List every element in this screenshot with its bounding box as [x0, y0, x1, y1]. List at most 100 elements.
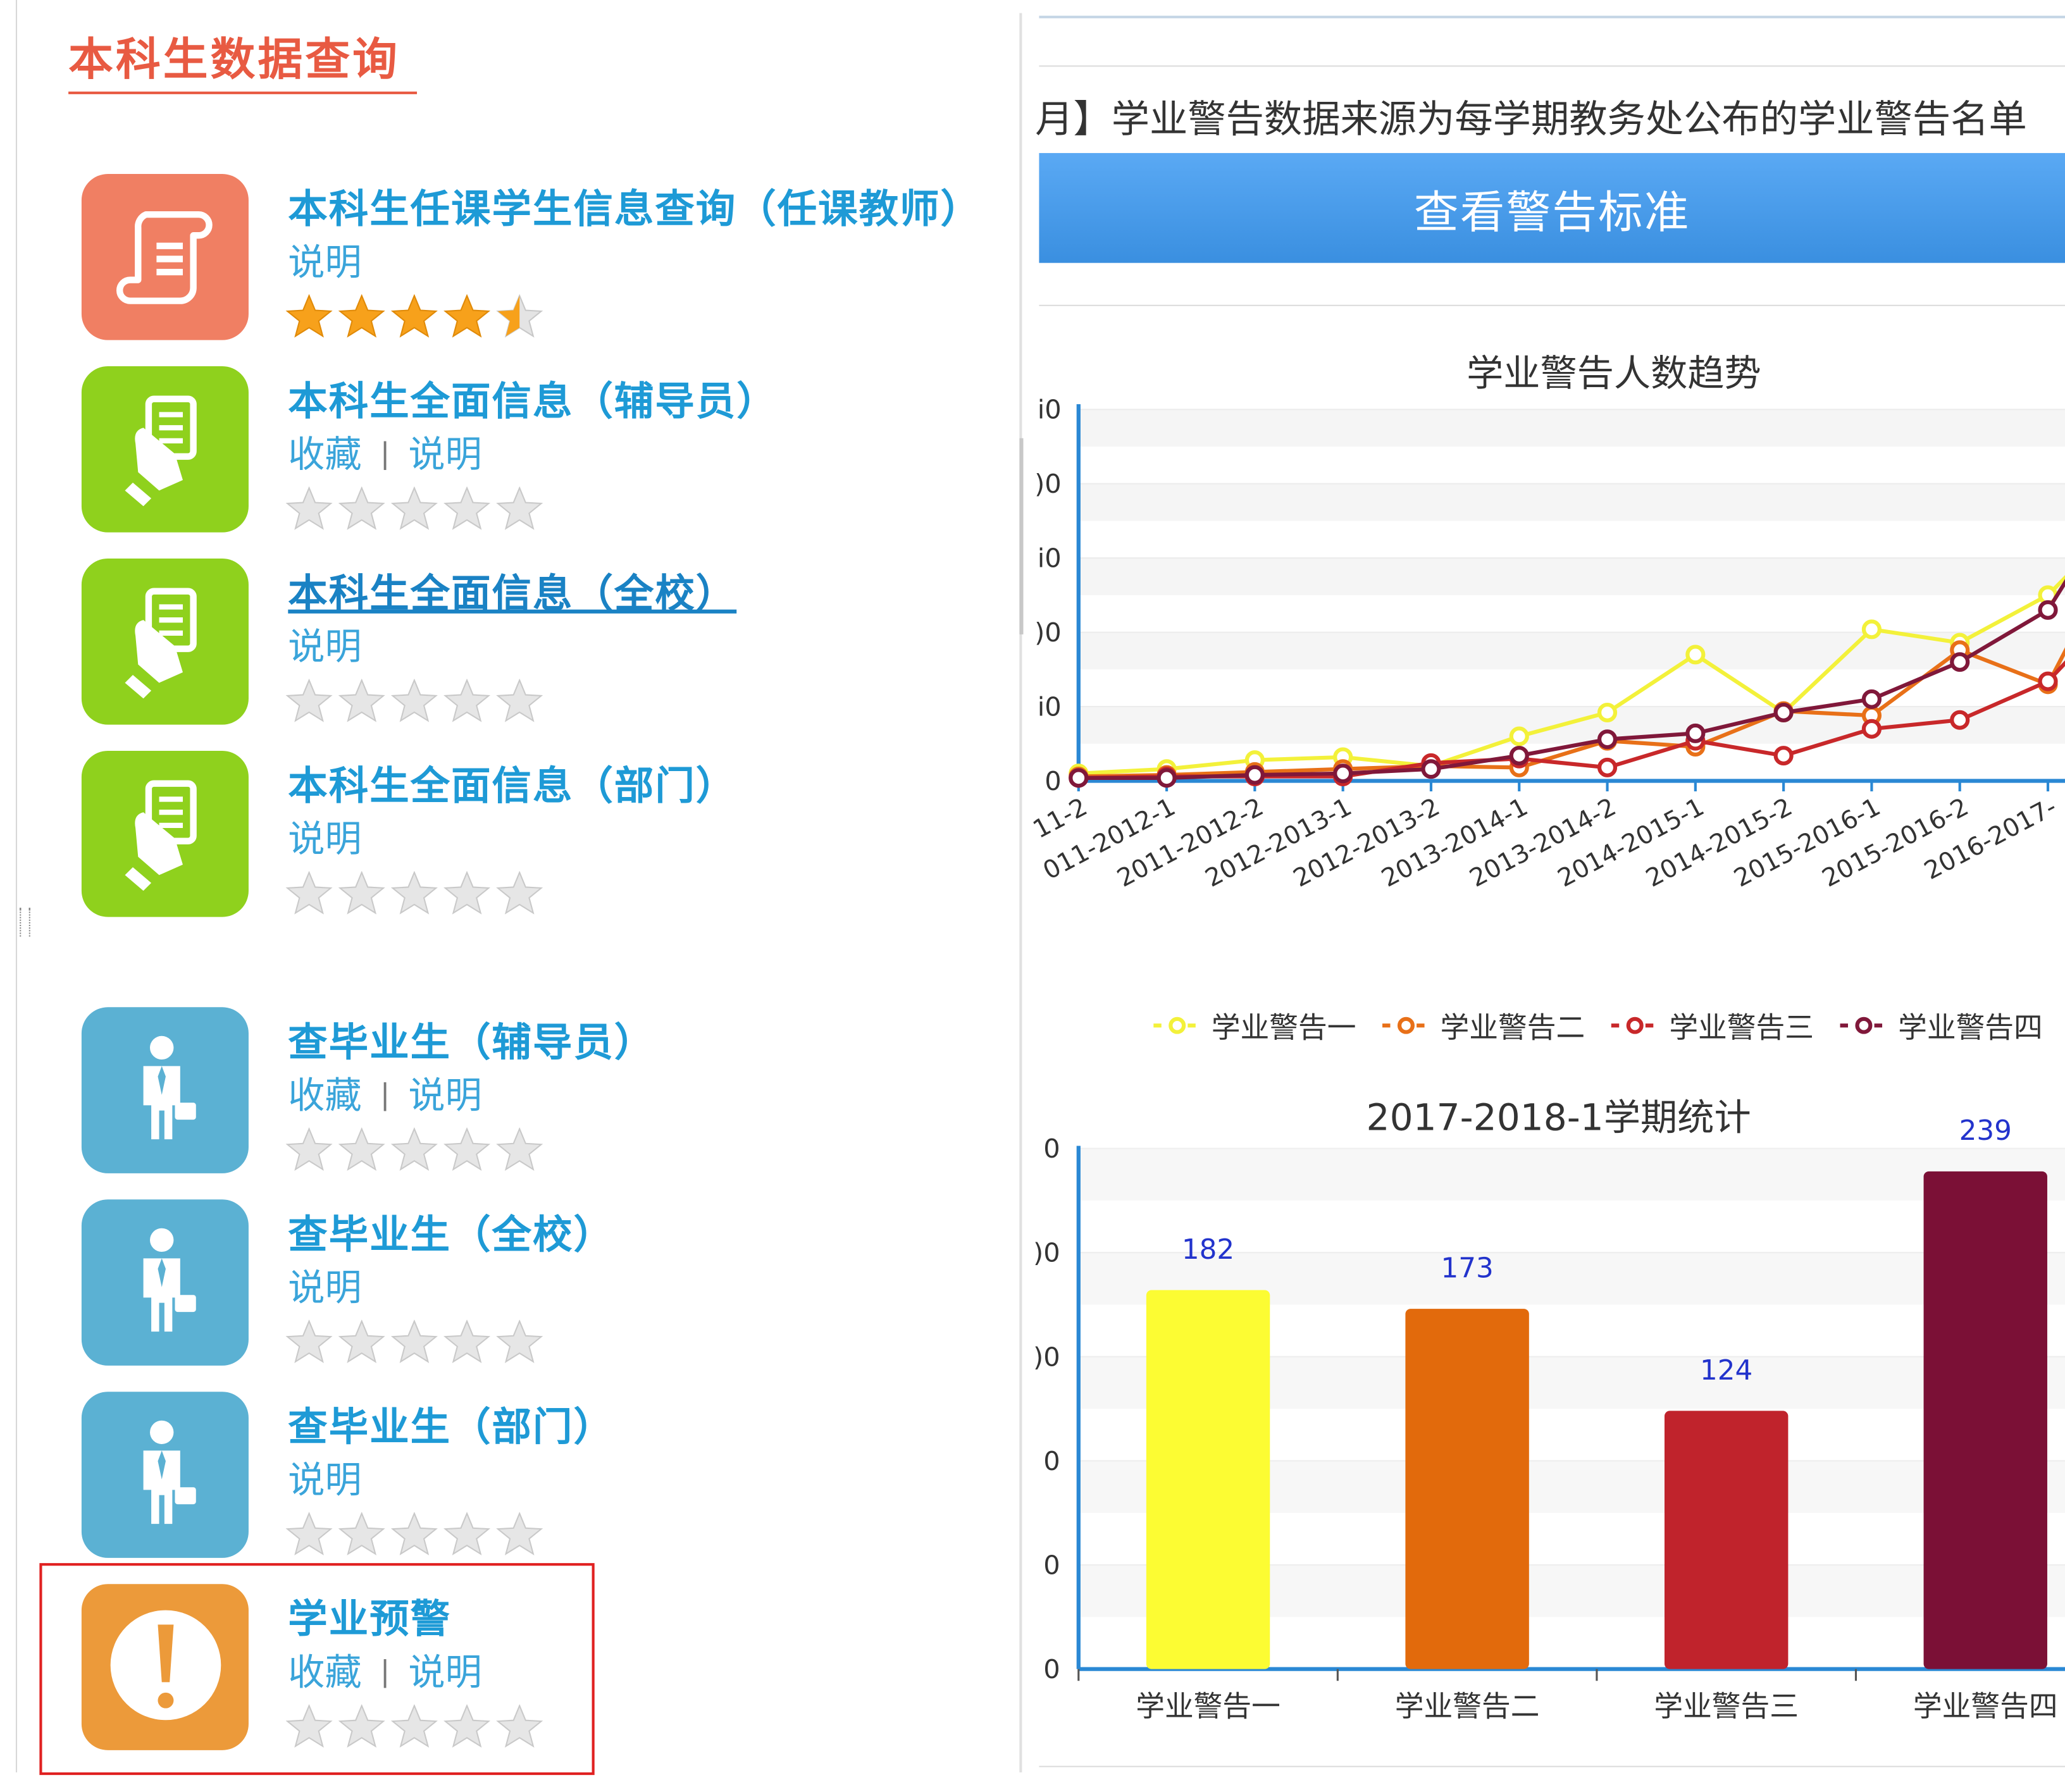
star-rating[interactable]	[285, 294, 543, 344]
star-rating[interactable]	[285, 1127, 543, 1178]
view-warning-standard-button[interactable]: 查看警告标准	[1039, 152, 2065, 263]
star-icon[interactable]	[390, 678, 438, 729]
star-icon[interactable]	[285, 294, 333, 344]
star-icon[interactable]	[285, 1511, 333, 1562]
star-icon[interactable]	[338, 486, 385, 536]
star-icon[interactable]	[496, 1511, 543, 1562]
star-rating[interactable]	[285, 1319, 543, 1370]
star-icon[interactable]	[390, 294, 438, 344]
item-title-link[interactable]: 查毕业生（辅导员）	[288, 1020, 655, 1066]
legend-item[interactable]: 学业警告三	[1609, 1004, 1814, 1046]
data-point[interactable]	[1861, 719, 1882, 739]
data-point[interactable]	[1773, 746, 1794, 766]
data-point[interactable]	[1773, 702, 1794, 722]
favorite-link[interactable]: 收藏	[288, 433, 362, 476]
data-point[interactable]	[1157, 768, 1177, 788]
data-point[interactable]	[1861, 689, 1882, 709]
data-point[interactable]	[1950, 652, 1970, 672]
star-rating[interactable]	[285, 1511, 543, 1562]
bar[interactable]	[1405, 1309, 1529, 1669]
star-icon[interactable]	[390, 1703, 438, 1754]
star-icon[interactable]	[285, 870, 333, 921]
data-point[interactable]	[1861, 619, 1882, 640]
star-icon[interactable]	[443, 678, 491, 729]
data-point[interactable]	[1597, 757, 1618, 777]
item-title-link[interactable]: 本科生全面信息（辅导员）	[288, 379, 778, 426]
star-icon[interactable]	[285, 1319, 333, 1370]
item-icon-tile[interactable]	[81, 1392, 249, 1558]
star-icon[interactable]	[338, 1319, 385, 1370]
description-link[interactable]: 说明	[408, 1073, 482, 1117]
item-title-link[interactable]: 本科生全面信息（全校）	[288, 571, 737, 618]
star-icon[interactable]	[443, 1127, 491, 1178]
item-icon-tile[interactable]	[81, 1199, 249, 1366]
item-title-link[interactable]: 本科生任课学生信息查询（任课教师）	[288, 187, 981, 233]
resize-grip[interactable]	[20, 908, 30, 937]
star-icon[interactable]	[390, 870, 438, 921]
item-icon-tile[interactable]	[81, 174, 249, 340]
bar[interactable]	[1664, 1411, 1789, 1669]
star-icon[interactable]	[496, 294, 543, 344]
scrollbar[interactable]	[1019, 438, 1024, 634]
star-icon[interactable]	[443, 1703, 491, 1754]
data-point[interactable]	[1509, 746, 1529, 766]
item-icon-tile[interactable]	[81, 558, 249, 725]
item-title-link[interactable]: 查毕业生（部门）	[288, 1404, 614, 1451]
star-icon[interactable]	[338, 678, 385, 729]
description-link[interactable]: 说明	[408, 433, 482, 476]
description-link[interactable]: 说明	[408, 1650, 482, 1694]
data-point[interactable]	[1069, 768, 1089, 788]
data-point[interactable]	[1685, 645, 1706, 665]
star-icon[interactable]	[496, 678, 543, 729]
star-icon[interactable]	[338, 870, 385, 921]
bar[interactable]	[1146, 1290, 1270, 1669]
star-icon[interactable]	[443, 294, 491, 344]
star-icon[interactable]	[285, 486, 333, 536]
star-icon[interactable]	[338, 1511, 385, 1562]
star-icon[interactable]	[338, 294, 385, 344]
star-icon[interactable]	[338, 1127, 385, 1178]
legend-item[interactable]: 学业警告二	[1380, 1004, 1585, 1046]
description-link[interactable]: 说明	[288, 240, 362, 284]
data-point[interactable]	[1950, 710, 1970, 730]
data-point[interactable]	[1597, 729, 1618, 750]
description-link[interactable]: 说明	[288, 1458, 362, 1502]
item-title-link[interactable]: 学业预警	[288, 1597, 452, 1643]
star-rating[interactable]	[285, 486, 543, 536]
star-icon[interactable]	[338, 1703, 385, 1754]
data-point[interactable]	[1597, 702, 1618, 722]
item-icon-tile[interactable]	[81, 1584, 249, 1750]
bar[interactable]	[1923, 1171, 2047, 1669]
star-icon[interactable]	[496, 1319, 543, 1370]
favorite-link[interactable]: 收藏	[288, 1073, 362, 1117]
star-icon[interactable]	[443, 870, 491, 921]
item-icon-tile[interactable]	[81, 750, 249, 917]
item-icon-tile[interactable]	[81, 366, 249, 533]
data-point[interactable]	[1685, 723, 1706, 743]
legend-item[interactable]: 学业警告四	[1837, 1004, 2043, 1046]
star-icon[interactable]	[496, 1127, 543, 1178]
description-link[interactable]: 说明	[288, 817, 362, 861]
item-title-link[interactable]: 查毕业生（全校）	[288, 1212, 614, 1259]
star-icon[interactable]	[390, 1127, 438, 1178]
star-icon[interactable]	[390, 486, 438, 536]
star-icon[interactable]	[285, 678, 333, 729]
favorite-link[interactable]: 收藏	[288, 1650, 362, 1694]
item-title-link[interactable]: 本科生全面信息（部门）	[288, 763, 737, 810]
description-link[interactable]: 说明	[288, 625, 362, 669]
item-icon-tile[interactable]	[81, 1007, 249, 1173]
data-point[interactable]	[2038, 671, 2058, 691]
star-icon[interactable]	[285, 1127, 333, 1178]
star-icon[interactable]	[496, 1703, 543, 1754]
data-point[interactable]	[2038, 600, 2058, 620]
star-icon[interactable]	[496, 870, 543, 921]
star-icon[interactable]	[443, 1511, 491, 1562]
description-link[interactable]: 说明	[288, 1266, 362, 1309]
data-point[interactable]	[1333, 763, 1353, 784]
star-icon[interactable]	[390, 1319, 438, 1370]
star-rating[interactable]	[285, 870, 543, 921]
data-point[interactable]	[1244, 765, 1265, 785]
star-icon[interactable]	[285, 1703, 333, 1754]
data-point[interactable]	[1509, 726, 1529, 746]
star-icon[interactable]	[443, 486, 491, 536]
